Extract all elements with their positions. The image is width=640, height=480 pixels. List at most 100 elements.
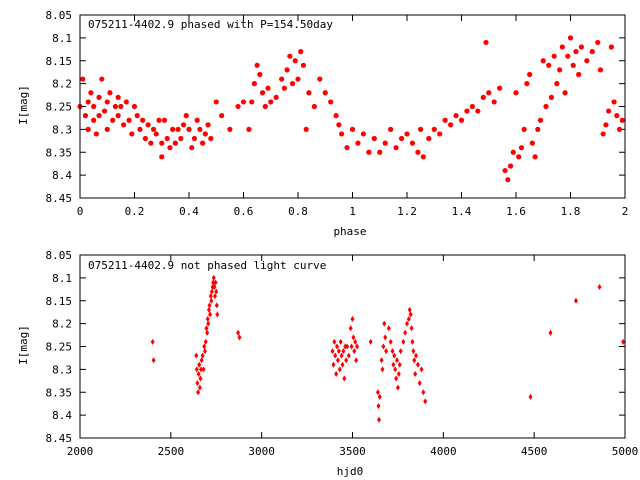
y-tick-label: 8.35 bbox=[46, 146, 73, 159]
data-point bbox=[340, 361, 345, 368]
data-point bbox=[202, 348, 207, 355]
data-point bbox=[137, 126, 143, 132]
data-point bbox=[235, 103, 241, 110]
data-point bbox=[382, 320, 387, 327]
data-point bbox=[397, 361, 402, 368]
data-point bbox=[170, 126, 176, 132]
data-point bbox=[121, 122, 127, 128]
data-point bbox=[212, 293, 217, 300]
data-point bbox=[317, 76, 323, 82]
data-point bbox=[211, 274, 216, 281]
data-point bbox=[417, 380, 422, 387]
data-point bbox=[537, 117, 544, 123]
x-tick-label: 5000 bbox=[612, 445, 639, 458]
data-point bbox=[183, 113, 189, 119]
data-point bbox=[403, 329, 408, 336]
data-point bbox=[151, 357, 156, 364]
data-point bbox=[145, 122, 151, 128]
data-point bbox=[208, 311, 213, 318]
y-axis-label: I[mag] bbox=[17, 325, 30, 365]
data-point bbox=[391, 361, 396, 368]
data-point bbox=[377, 393, 382, 400]
data-point bbox=[85, 99, 91, 105]
data-point bbox=[203, 338, 208, 345]
data-point bbox=[209, 297, 214, 304]
data-point bbox=[200, 352, 205, 359]
data-point bbox=[528, 393, 533, 400]
plot-frame bbox=[79, 14, 626, 199]
data-point bbox=[614, 113, 620, 119]
data-point bbox=[134, 113, 140, 119]
data-point bbox=[420, 154, 426, 160]
data-point bbox=[600, 131, 606, 137]
data-point bbox=[491, 99, 497, 105]
data-point bbox=[197, 126, 203, 132]
data-point bbox=[91, 103, 97, 110]
data-point bbox=[354, 357, 359, 364]
data-point bbox=[527, 71, 533, 78]
data-point bbox=[535, 126, 541, 132]
data-point bbox=[616, 126, 623, 132]
data-point bbox=[377, 416, 382, 423]
data-point bbox=[413, 370, 418, 377]
x-tick-label: 0 bbox=[77, 205, 84, 218]
data-point bbox=[96, 113, 102, 119]
data-point bbox=[196, 370, 201, 377]
data-point bbox=[214, 288, 219, 295]
data-point bbox=[486, 90, 492, 96]
data-point bbox=[341, 348, 346, 355]
data-point bbox=[502, 167, 508, 174]
y-tick-label: 8.2 bbox=[52, 78, 72, 91]
data-point bbox=[227, 126, 233, 132]
data-point bbox=[421, 389, 426, 396]
data-point bbox=[131, 103, 138, 110]
data-point bbox=[279, 76, 285, 82]
data-point bbox=[401, 338, 406, 345]
data-point bbox=[194, 366, 199, 373]
x-tick-label: 3500 bbox=[339, 445, 366, 458]
data-point bbox=[236, 329, 241, 336]
data-point bbox=[352, 348, 357, 355]
data-point bbox=[211, 279, 216, 286]
data-point bbox=[405, 320, 409, 327]
data-point bbox=[249, 99, 255, 105]
data-point bbox=[349, 343, 354, 350]
data-point bbox=[205, 122, 211, 128]
data-point bbox=[201, 366, 206, 373]
data-point bbox=[209, 288, 214, 295]
data-point bbox=[273, 94, 279, 100]
data-point bbox=[611, 99, 617, 105]
data-point bbox=[196, 389, 201, 396]
data-point bbox=[336, 122, 342, 128]
data-point bbox=[532, 154, 538, 160]
data-point bbox=[289, 81, 296, 87]
data-point bbox=[265, 85, 271, 91]
data-points bbox=[77, 35, 625, 183]
data-point bbox=[205, 316, 210, 323]
data-point bbox=[507, 163, 514, 169]
y-tick-label: 8.4 bbox=[52, 409, 72, 422]
y-tick-label: 8.05 bbox=[46, 9, 73, 22]
data-point bbox=[208, 293, 213, 300]
data-point bbox=[557, 67, 563, 73]
x-axis-label: phase bbox=[333, 225, 366, 238]
x-tick-label: 0.6 bbox=[234, 205, 254, 218]
data-point bbox=[371, 135, 377, 142]
data-point bbox=[458, 117, 465, 123]
data-point bbox=[573, 297, 578, 304]
data-point bbox=[388, 126, 394, 132]
data-point bbox=[396, 370, 401, 377]
data-point bbox=[197, 361, 202, 368]
data-point bbox=[415, 361, 420, 368]
data-point bbox=[350, 316, 355, 323]
data-point bbox=[333, 113, 339, 119]
data-point bbox=[159, 140, 165, 146]
data-point bbox=[115, 94, 121, 100]
data-point bbox=[208, 135, 214, 142]
axis-ticks: 0 0.2 0.4 0.6 0.8 1 1.2 1.4 1.6 1.8 2 8.05 8.1 8.15 8.… bbox=[46, 9, 629, 218]
data-point bbox=[606, 108, 612, 114]
data-point bbox=[191, 135, 198, 142]
x-tick-label: 4500 bbox=[521, 445, 548, 458]
data-point bbox=[510, 149, 516, 155]
